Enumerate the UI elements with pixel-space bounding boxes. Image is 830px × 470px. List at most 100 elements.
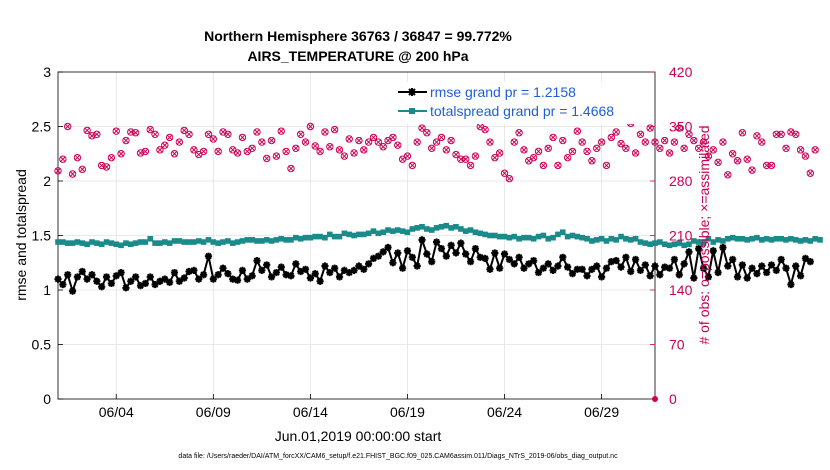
obs-assimilated-marker bbox=[380, 143, 387, 150]
rmse-point bbox=[209, 275, 217, 283]
rmse-point bbox=[146, 273, 154, 281]
rmse-point bbox=[729, 255, 737, 264]
obs-possible-marker bbox=[670, 138, 679, 146]
obs-point bbox=[520, 146, 528, 154]
obs-assimilated-marker bbox=[622, 145, 629, 152]
obs-point bbox=[544, 144, 552, 153]
obs-possible-marker bbox=[170, 150, 179, 158]
obs-assimilated-marker bbox=[59, 156, 66, 163]
spread-point bbox=[64, 240, 71, 246]
spread-point bbox=[666, 242, 673, 249]
obs-point bbox=[583, 147, 591, 156]
spread-point bbox=[394, 227, 401, 233]
obs-assimilated-marker bbox=[283, 148, 290, 155]
obs-possible-marker bbox=[631, 149, 640, 157]
obs-possible-marker bbox=[282, 147, 290, 156]
obs-assimilated-marker bbox=[186, 131, 193, 138]
spread-point bbox=[132, 240, 139, 246]
spread-point bbox=[414, 225, 420, 231]
spread-point bbox=[278, 235, 285, 242]
obs-point bbox=[704, 152, 713, 160]
obs-assimilated-marker bbox=[234, 150, 241, 156]
rmse-point bbox=[806, 258, 814, 266]
obs-possible-marker bbox=[180, 126, 188, 135]
obs-point bbox=[190, 146, 198, 154]
rmse-point bbox=[685, 248, 693, 256]
obs-possible-marker bbox=[413, 138, 421, 146]
obs-possible-marker bbox=[296, 130, 305, 138]
obs-assimilated-marker bbox=[423, 129, 430, 136]
obs-point bbox=[612, 128, 620, 136]
obs-assimilated-marker bbox=[618, 140, 624, 147]
obs-point bbox=[112, 127, 120, 135]
obs-point bbox=[573, 127, 582, 135]
obs-point bbox=[180, 126, 188, 135]
spread-point bbox=[268, 238, 275, 244]
y-tick-label: 0.5 bbox=[32, 337, 52, 353]
obs-possible-marker bbox=[534, 147, 543, 156]
obs-assimilated-marker bbox=[516, 129, 523, 136]
x-tick-label: 06/09 bbox=[196, 404, 231, 420]
obs-assimilated-marker bbox=[336, 146, 343, 153]
obs-point bbox=[767, 161, 776, 170]
obs-point bbox=[549, 133, 557, 142]
obs-assimilated-marker bbox=[671, 139, 678, 146]
obs-possible-marker bbox=[544, 144, 552, 153]
rmse-point bbox=[83, 275, 91, 283]
obs-possible-marker bbox=[748, 166, 756, 174]
obs-point bbox=[199, 147, 208, 156]
y-tick-label: 1 bbox=[43, 282, 51, 298]
chart-subtitle: AIRS_TEMPERATURE @ 200 hPa bbox=[247, 48, 468, 64]
obs-possible-marker bbox=[355, 136, 363, 145]
spread-point bbox=[283, 237, 289, 243]
obs-point bbox=[748, 166, 756, 174]
obs-point bbox=[369, 133, 378, 142]
obs-assimilated-marker bbox=[700, 139, 707, 146]
obs-possible-marker bbox=[694, 144, 703, 153]
obs-possible-marker bbox=[437, 133, 446, 142]
obs-point bbox=[777, 130, 785, 138]
rmse-point bbox=[641, 261, 649, 269]
rmse-point bbox=[588, 265, 596, 273]
spread-point bbox=[171, 238, 178, 244]
rmse-point bbox=[156, 277, 164, 285]
rmse-point bbox=[583, 272, 591, 280]
rmse-point bbox=[646, 272, 654, 280]
rmse-point bbox=[782, 264, 790, 272]
spread-point bbox=[409, 226, 416, 232]
obs-assimilated-marker bbox=[550, 134, 557, 141]
obs-point bbox=[534, 147, 543, 156]
rmse-point bbox=[607, 258, 615, 266]
rmse-point bbox=[699, 264, 708, 272]
spread-point bbox=[385, 227, 391, 233]
spread-point bbox=[472, 229, 479, 236]
obs-possible-marker bbox=[622, 144, 630, 153]
ticks-layer: 06/04 06/09 06/14 06/19 06/24 06/29 0 0.5 1 1.5 2 2… bbox=[32, 64, 693, 420]
obs-point bbox=[78, 165, 86, 174]
rmse-point bbox=[224, 270, 232, 278]
obs-possible-marker bbox=[117, 150, 125, 158]
obs-point bbox=[292, 144, 300, 153]
obs-point bbox=[364, 138, 373, 146]
spread-point bbox=[642, 240, 649, 246]
spread-point bbox=[108, 240, 115, 246]
obs-assimilated-marker bbox=[749, 167, 756, 174]
obs-possible-marker bbox=[112, 127, 120, 135]
obs-possible-marker bbox=[59, 155, 67, 163]
obs-possible-marker bbox=[772, 130, 781, 138]
obs-point bbox=[593, 144, 601, 153]
obs-possible-marker bbox=[481, 125, 489, 134]
obs-assimilated-marker bbox=[224, 131, 231, 138]
obs-possible-marker bbox=[442, 146, 450, 154]
rmse-point bbox=[369, 254, 378, 262]
spread-point bbox=[700, 240, 707, 246]
obs-assimilated-marker bbox=[210, 136, 217, 142]
obs-point bbox=[515, 129, 523, 137]
obs-point bbox=[709, 146, 717, 154]
obs-assimilated-marker bbox=[719, 139, 726, 146]
obs-possible-marker bbox=[185, 130, 193, 138]
obs-point bbox=[685, 130, 693, 138]
legend-spread-label: totalspread grand pr = 1.4668 bbox=[430, 103, 614, 119]
spread-point bbox=[584, 235, 590, 242]
obs-possible-marker bbox=[340, 152, 349, 160]
